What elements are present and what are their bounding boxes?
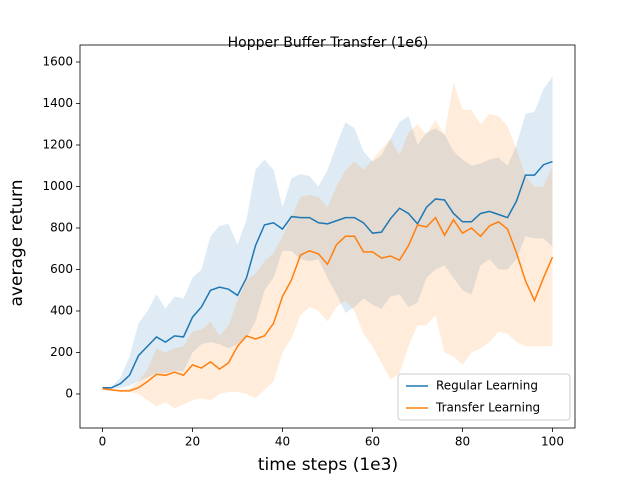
x-tick-label: 60 <box>365 435 380 449</box>
y-tick-label: 400 <box>50 303 73 317</box>
y-tick-label: 1000 <box>42 179 73 193</box>
legend-box <box>397 373 571 421</box>
y-tick-label: 200 <box>50 345 73 359</box>
y-tick-label: 1200 <box>42 138 73 152</box>
y-tick-label: 0 <box>65 386 73 400</box>
x-tick-label: 40 <box>275 435 290 449</box>
y-tick-label: 1400 <box>42 96 73 110</box>
x-tick-label: 80 <box>455 435 470 449</box>
y-tick-label: 800 <box>50 220 73 234</box>
x-tick-label: 0 <box>99 435 107 449</box>
y-tick-label: 600 <box>50 262 73 276</box>
series-line <box>102 216 554 392</box>
confidence-band <box>102 82 553 409</box>
confidence-band <box>102 76 553 389</box>
chart-title: Hopper Buffer Transfer (1e6) <box>228 35 429 51</box>
y-tick-label: 1600 <box>42 55 73 69</box>
series-line <box>102 160 553 389</box>
y-axis-label: average return <box>7 180 27 307</box>
x-tick-label: 20 <box>185 435 200 449</box>
x-tick-label: 100 <box>541 435 564 449</box>
legend-label: Regular Learning <box>436 379 538 393</box>
x-axis-label: time steps (1e3) <box>258 455 398 475</box>
plot-frame <box>79 44 576 429</box>
legend-label: Transfer Learning <box>435 401 540 415</box>
